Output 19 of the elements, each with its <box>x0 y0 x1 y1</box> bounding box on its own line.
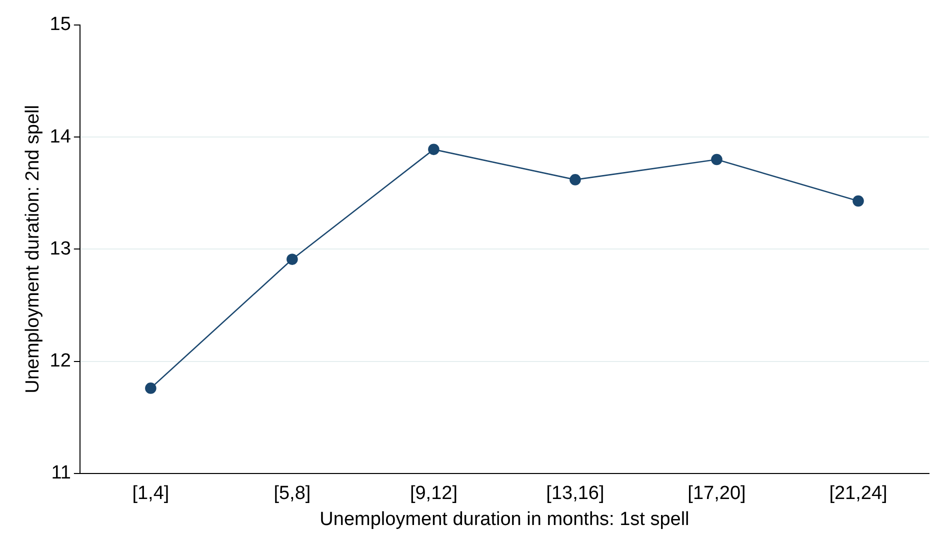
x-tick-label: [13,16] <box>546 483 604 504</box>
x-tick-label: [17,20] <box>688 483 746 504</box>
point <box>145 382 156 394</box>
point <box>286 254 298 265</box>
x-tick-label: [1,4] <box>132 483 170 504</box>
y-axis-title: Unemployment duration: 2nd spell <box>22 105 44 394</box>
point <box>711 154 722 166</box>
y-tick-label: 14 <box>50 126 72 148</box>
y-tick-label: 13 <box>50 238 71 260</box>
x-axis-title: Unemployment duration in months: 1st spell <box>320 508 690 530</box>
x-tick-label: [9,12] <box>410 483 458 504</box>
y-tick-label: 12 <box>50 350 71 372</box>
point <box>428 144 440 156</box>
point <box>570 174 581 186</box>
y-tick-label: 15 <box>50 14 71 36</box>
x-tick-label: [5,8] <box>274 483 311 504</box>
y-tick-label: 11 <box>51 462 71 484</box>
point <box>852 195 864 207</box>
x-tick-label: [21,24] <box>829 483 888 504</box>
